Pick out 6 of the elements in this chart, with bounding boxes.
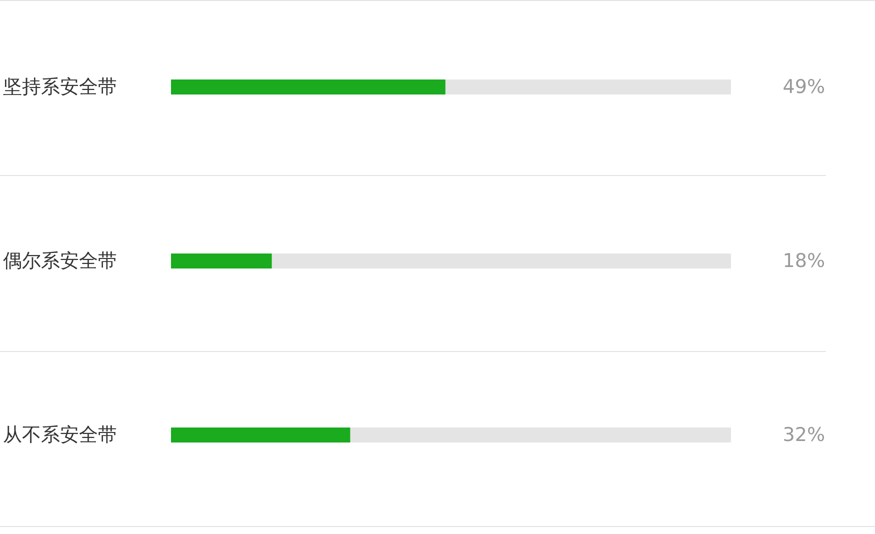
y-tick-label: 偶尔系安全带 <box>3 250 117 272</box>
data-label: 32% <box>782 424 825 446</box>
y-tick-label: 坚持系安全带 <box>3 76 117 98</box>
data-label: 49% <box>782 76 825 98</box>
y-tick-label: 从不系安全带 <box>3 424 117 446</box>
data-label: 18% <box>782 250 825 272</box>
